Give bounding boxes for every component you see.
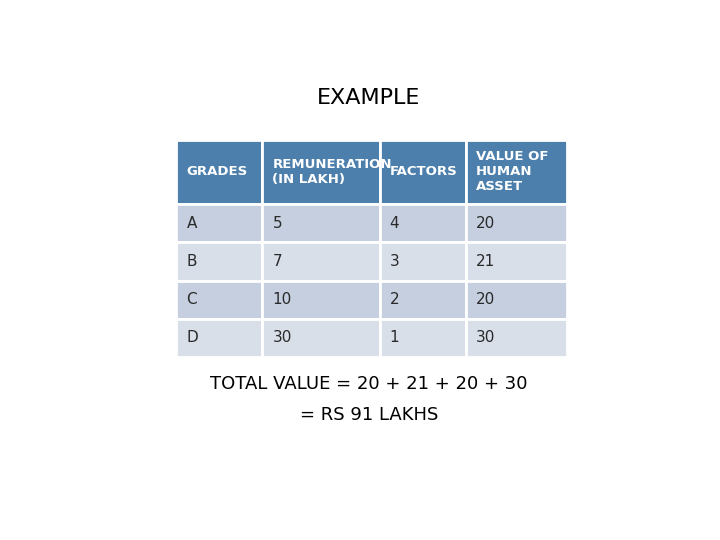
- Text: 4: 4: [390, 215, 400, 231]
- Text: 2: 2: [390, 292, 400, 307]
- Bar: [176, 204, 262, 242]
- Bar: [262, 204, 379, 242]
- Text: 20: 20: [476, 215, 495, 231]
- Bar: [466, 319, 567, 357]
- Text: 20: 20: [476, 292, 495, 307]
- Text: GRADES: GRADES: [186, 165, 248, 178]
- Bar: [262, 281, 379, 319]
- Text: 10: 10: [272, 292, 292, 307]
- Text: TOTAL VALUE = 20 + 21 + 20 + 30: TOTAL VALUE = 20 + 21 + 20 + 30: [210, 375, 528, 393]
- Bar: [176, 319, 262, 357]
- Text: B: B: [186, 254, 197, 269]
- Text: 1: 1: [390, 330, 400, 346]
- Text: A: A: [186, 215, 197, 231]
- Bar: [262, 319, 379, 357]
- Bar: [379, 281, 466, 319]
- Bar: [466, 281, 567, 319]
- Bar: [379, 140, 466, 204]
- Bar: [262, 242, 379, 281]
- Text: 30: 30: [272, 330, 292, 346]
- Text: VALUE OF
HUMAN
ASSET: VALUE OF HUMAN ASSET: [476, 150, 548, 193]
- Text: 3: 3: [390, 254, 400, 269]
- Bar: [176, 242, 262, 281]
- Bar: [466, 140, 567, 204]
- Text: = RS 91 LAKHS: = RS 91 LAKHS: [300, 406, 438, 424]
- Bar: [466, 204, 567, 242]
- Bar: [176, 140, 262, 204]
- Text: 5: 5: [272, 215, 282, 231]
- Text: EXAMPLE: EXAMPLE: [318, 88, 420, 108]
- Bar: [379, 242, 466, 281]
- Text: D: D: [186, 330, 198, 346]
- Bar: [176, 281, 262, 319]
- Bar: [379, 319, 466, 357]
- Text: C: C: [186, 292, 197, 307]
- Bar: [262, 140, 379, 204]
- Text: 30: 30: [476, 330, 495, 346]
- Text: 7: 7: [272, 254, 282, 269]
- Bar: [379, 204, 466, 242]
- Bar: [466, 242, 567, 281]
- Text: FACTORS: FACTORS: [390, 165, 457, 178]
- Text: 21: 21: [476, 254, 495, 269]
- Text: REMUNERATION
(IN LAKH): REMUNERATION (IN LAKH): [272, 158, 392, 186]
